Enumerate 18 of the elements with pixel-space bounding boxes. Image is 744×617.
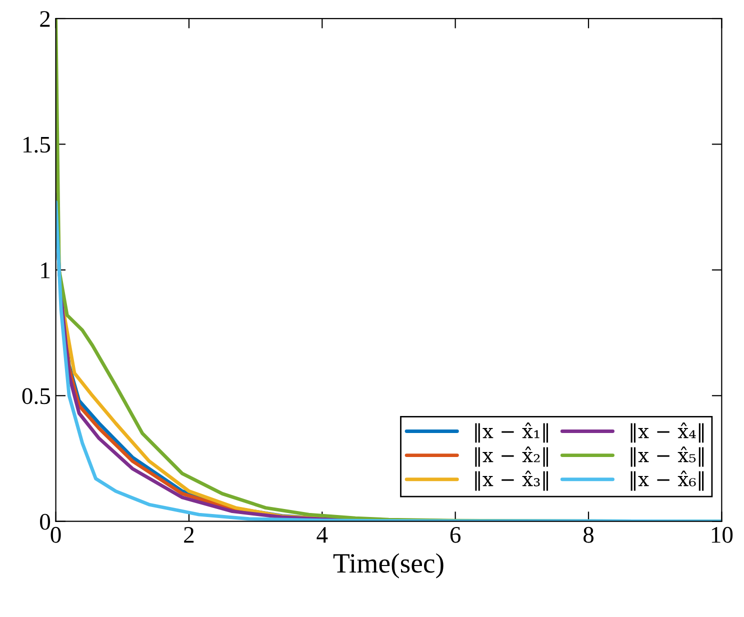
y-tick-label: 2	[40, 11, 50, 27]
y-tick-label: 0	[40, 514, 50, 530]
legend-label: ‖x − x̂₃‖	[475, 470, 548, 491]
y-tick-label: 1.5	[24, 136, 50, 153]
y-tick-label: 0.5	[22, 388, 50, 404]
x-tick-label: 2	[184, 526, 194, 543]
x-axis-title: Time(sec)	[333, 553, 444, 578]
legend-label: ‖x − x̂₁‖	[475, 422, 548, 443]
legend-label: ‖x − x̂₄‖	[630, 422, 704, 443]
x-tick-label: 0	[50, 526, 61, 543]
x-tick-label: 4	[316, 527, 328, 543]
x-tick-label: 10	[712, 526, 733, 543]
legend-label: ‖x − x̂₆‖	[630, 470, 704, 491]
x-tick-label: 6	[450, 526, 461, 543]
legend-label: ‖x − x̂₂‖	[475, 446, 548, 467]
legend-label: ‖x − x̂₅‖	[630, 446, 704, 467]
y-tick-label: 1	[41, 262, 50, 278]
x-tick-label: 8	[584, 526, 594, 543]
